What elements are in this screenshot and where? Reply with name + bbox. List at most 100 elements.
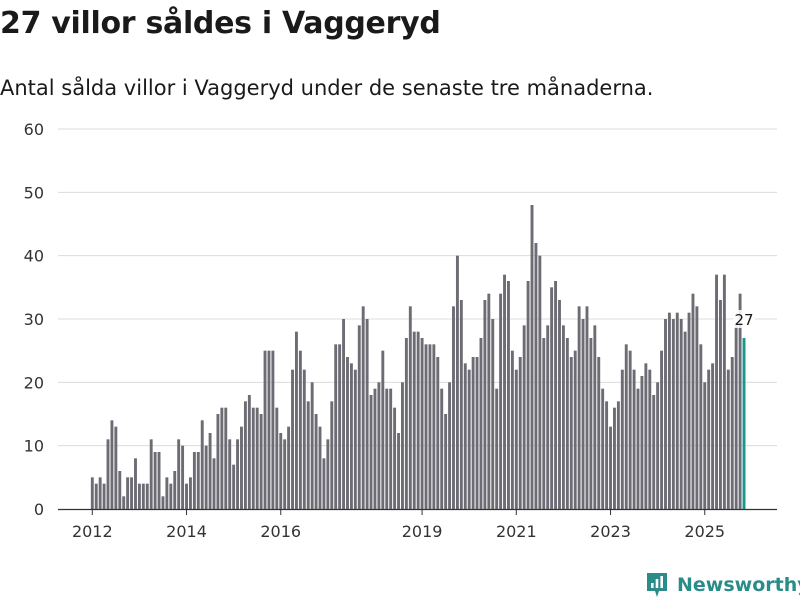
bar bbox=[106, 439, 110, 509]
bar bbox=[145, 483, 149, 509]
bar bbox=[212, 458, 216, 509]
bar bbox=[534, 243, 538, 509]
bar bbox=[636, 388, 640, 509]
bar bbox=[404, 338, 408, 509]
bar bbox=[216, 414, 220, 509]
bar bbox=[361, 306, 365, 509]
bar bbox=[683, 331, 687, 509]
bar bbox=[546, 325, 550, 509]
bar bbox=[707, 369, 711, 509]
bar bbox=[620, 369, 624, 509]
x-tick-label: 2019 bbox=[402, 522, 443, 541]
bar bbox=[236, 439, 240, 509]
bar bbox=[726, 369, 730, 509]
bar bbox=[730, 357, 734, 509]
bar bbox=[632, 369, 636, 509]
bar bbox=[667, 312, 671, 509]
bar bbox=[334, 344, 338, 509]
bar bbox=[561, 325, 565, 509]
bar bbox=[687, 312, 691, 509]
bar bbox=[267, 350, 271, 509]
x-tick-label: 2021 bbox=[496, 522, 537, 541]
bar bbox=[585, 306, 589, 509]
bar bbox=[243, 401, 247, 509]
bar bbox=[487, 293, 491, 509]
bar bbox=[711, 363, 715, 509]
bar bbox=[251, 407, 255, 509]
bar bbox=[283, 439, 287, 509]
bar bbox=[715, 274, 718, 509]
bar bbox=[310, 382, 314, 509]
bar bbox=[432, 344, 436, 509]
bar bbox=[185, 483, 188, 509]
bar bbox=[593, 325, 597, 509]
bar bbox=[98, 477, 102, 509]
bar bbox=[679, 319, 683, 509]
y-tick-label: 60 bbox=[24, 120, 44, 139]
bar bbox=[640, 376, 644, 509]
bar bbox=[306, 401, 310, 509]
bar bbox=[644, 363, 648, 509]
bar bbox=[522, 325, 526, 509]
bar bbox=[550, 287, 554, 509]
bar bbox=[416, 331, 420, 509]
bar bbox=[381, 350, 385, 509]
bar bbox=[228, 439, 232, 509]
bar bbox=[291, 369, 294, 509]
bar bbox=[565, 338, 569, 509]
bar bbox=[263, 350, 267, 509]
bar bbox=[526, 281, 530, 509]
bar bbox=[613, 407, 616, 509]
bar bbox=[130, 477, 134, 509]
bar bbox=[507, 281, 510, 509]
bar bbox=[514, 369, 518, 509]
newsworthy-logo: Newsworthy bbox=[645, 570, 800, 600]
bar bbox=[530, 205, 534, 509]
bar bbox=[397, 433, 400, 509]
bar bbox=[577, 306, 581, 509]
bar bbox=[408, 306, 412, 509]
bar bbox=[122, 496, 126, 509]
bar bbox=[459, 300, 463, 509]
bar bbox=[463, 363, 467, 509]
bar bbox=[648, 369, 652, 509]
bar bbox=[338, 344, 342, 509]
bar bbox=[448, 382, 452, 509]
bar bbox=[330, 401, 334, 509]
bar bbox=[452, 306, 455, 509]
bar bbox=[298, 350, 302, 509]
bar bbox=[719, 300, 722, 509]
bar bbox=[699, 344, 703, 509]
bar bbox=[275, 407, 279, 509]
x-tick-label: 2023 bbox=[590, 522, 631, 541]
bar bbox=[538, 255, 542, 509]
bar bbox=[161, 496, 165, 509]
bar bbox=[412, 331, 416, 509]
bar bbox=[357, 325, 361, 509]
bar bbox=[349, 363, 353, 509]
y-tick-label: 20 bbox=[24, 373, 44, 392]
bar bbox=[393, 407, 397, 509]
bar bbox=[660, 350, 664, 509]
bar bbox=[204, 445, 208, 509]
bar bbox=[287, 426, 291, 509]
newsworthy-logo-text: Newsworthy bbox=[677, 574, 800, 596]
bar bbox=[440, 388, 444, 509]
bar bbox=[157, 452, 161, 509]
bar bbox=[652, 395, 656, 509]
bar bbox=[373, 388, 377, 509]
bar bbox=[318, 426, 322, 509]
y-tick-label: 40 bbox=[24, 247, 44, 266]
bar bbox=[491, 319, 495, 509]
annotation-bg bbox=[733, 310, 756, 328]
y-tick-label: 30 bbox=[24, 310, 44, 329]
bar bbox=[169, 483, 173, 509]
bar bbox=[510, 350, 514, 509]
bar bbox=[177, 439, 181, 509]
bar bbox=[369, 395, 373, 509]
bar bbox=[479, 338, 483, 509]
bar bbox=[589, 338, 593, 509]
bar bbox=[189, 477, 192, 509]
bar bbox=[436, 357, 440, 509]
